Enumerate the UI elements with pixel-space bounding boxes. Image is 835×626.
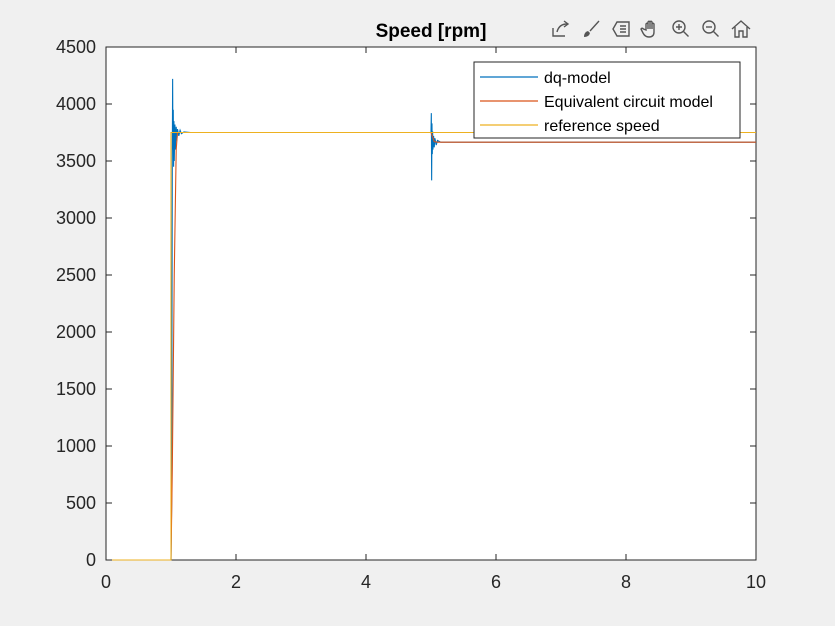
chart-title: Speed [rpm]	[376, 21, 487, 42]
x-tick-label: 2	[231, 572, 241, 592]
brush-icon[interactable]	[578, 14, 604, 44]
y-tick-label: 3500	[56, 151, 96, 171]
x-tick-label: 10	[746, 572, 766, 592]
legend: dq-model Equivalent circuit model referenc…	[473, 61, 741, 139]
zoom-in-icon[interactable]	[668, 14, 694, 44]
legend-label: dq-model	[544, 70, 611, 87]
data-tip-icon[interactable]	[608, 14, 634, 44]
axes-toolbar	[548, 14, 754, 46]
y-tick-label: 500	[66, 493, 96, 513]
y-tick-label: 0	[86, 550, 96, 570]
pan-hand-icon[interactable]	[638, 14, 664, 44]
y-tick-label: 1500	[56, 379, 96, 399]
y-tick-label: 2500	[56, 265, 96, 285]
x-tick-label: 6	[491, 572, 501, 592]
y-tick-label: 4500	[56, 37, 96, 57]
x-tick-label: 8	[621, 572, 631, 592]
x-tick-label: 4	[361, 572, 371, 592]
legend-label: Equivalent circuit model	[544, 94, 713, 111]
x-tick-label: 0	[101, 572, 111, 592]
legend-label: reference speed	[544, 118, 660, 135]
y-tick-label: 4000	[56, 94, 96, 114]
y-tick-label: 1000	[56, 436, 96, 456]
ticks-layer: 0 2 4 6 8 10 0 500 1000 1500 2000 2500 3000 3500 4000 4…	[56, 37, 766, 592]
y-tick-label: 3000	[56, 208, 96, 228]
home-icon[interactable]	[728, 14, 754, 44]
export-icon[interactable]	[548, 14, 574, 44]
zoom-out-icon[interactable]	[698, 14, 724, 44]
series-line-reference-speed	[106, 131, 756, 561]
series-layer	[106, 78, 756, 561]
y-tick-label: 2000	[56, 322, 96, 342]
